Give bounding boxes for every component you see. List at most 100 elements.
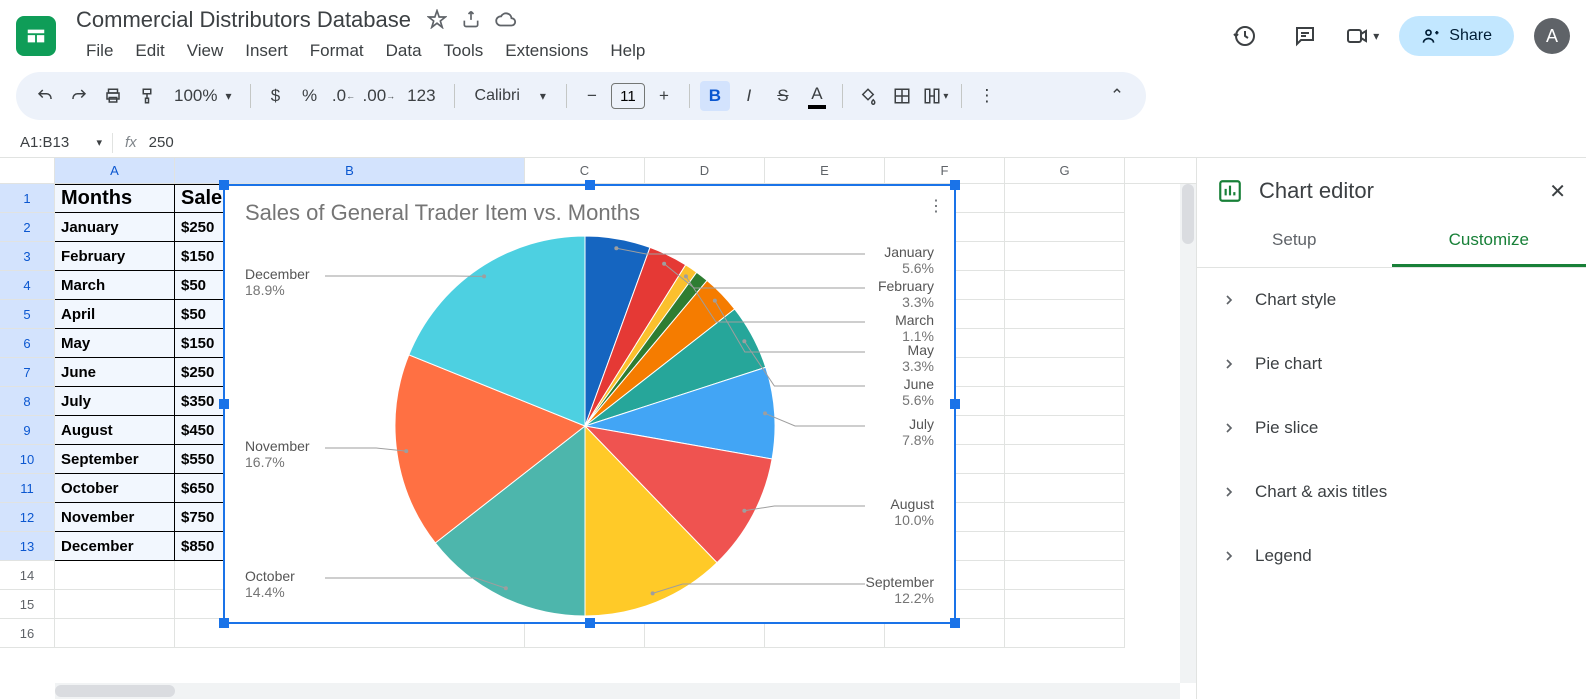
close-icon[interactable]: ✕ [1549,179,1566,204]
col-header-G[interactable]: G [1005,158,1125,183]
cell-G13[interactable] [1005,532,1125,561]
row-header-2[interactable]: 2 [0,213,55,242]
currency-button[interactable]: $ [261,81,291,111]
name-box[interactable]: A1:B13▾ [0,134,112,151]
cell-A7[interactable]: June [55,358,175,387]
doc-title[interactable]: Commercial Distributors Database [76,7,411,33]
decrease-font-button[interactable]: − [577,81,607,111]
row-header-6[interactable]: 6 [0,329,55,358]
cell-A5[interactable]: April [55,300,175,329]
row-header-4[interactable]: 4 [0,271,55,300]
cell-A16[interactable] [55,619,175,648]
menu-data[interactable]: Data [376,37,432,65]
row-header-5[interactable]: 5 [0,300,55,329]
vertical-scrollbar[interactable] [1180,184,1196,683]
more-button[interactable]: ⋮ [972,81,1002,111]
tab-customize[interactable]: Customize [1392,216,1586,267]
cell-A8[interactable]: July [55,387,175,416]
cell-G12[interactable] [1005,503,1125,532]
collapse-toolbar-button[interactable]: ⌃ [1102,81,1132,111]
cell-G6[interactable] [1005,329,1125,358]
col-header-D[interactable]: D [645,158,765,183]
menu-view[interactable]: View [177,37,234,65]
cell-G15[interactable] [1005,590,1125,619]
more-formats-button[interactable]: 123 [399,81,443,111]
fill-color-button[interactable] [853,81,883,111]
row-header-12[interactable]: 12 [0,503,55,532]
menu-extensions[interactable]: Extensions [495,37,598,65]
cell-A11[interactable]: October [55,474,175,503]
cell-G7[interactable] [1005,358,1125,387]
section-legend[interactable]: Legend [1197,524,1586,588]
cell-A9[interactable]: August [55,416,175,445]
cell-G5[interactable] [1005,300,1125,329]
cell-G8[interactable] [1005,387,1125,416]
cell-G9[interactable] [1005,416,1125,445]
zoom-select[interactable]: 100% ▾ [166,81,240,111]
cell-G2[interactable] [1005,213,1125,242]
row-header-1[interactable]: 1 [0,184,55,213]
tab-setup[interactable]: Setup [1197,216,1392,267]
increase-font-button[interactable]: + [649,81,679,111]
menu-help[interactable]: Help [600,37,655,65]
cell-A3[interactable]: February [55,242,175,271]
menu-file[interactable]: File [76,37,123,65]
print-button[interactable] [98,81,128,111]
cell-A13[interactable]: December [55,532,175,561]
cell-A10[interactable]: September [55,445,175,474]
row-header-15[interactable]: 15 [0,590,55,619]
spreadsheet-grid[interactable]: ABCDEFG 1MonthsSales of General Trader I… [0,158,1196,699]
cell-G4[interactable] [1005,271,1125,300]
col-header-E[interactable]: E [765,158,885,183]
menu-tools[interactable]: Tools [434,37,494,65]
col-header-F[interactable]: F [885,158,1005,183]
italic-button[interactable]: I [734,81,764,111]
cell-G11[interactable] [1005,474,1125,503]
strike-button[interactable]: S [768,81,798,111]
cell-G16[interactable] [1005,619,1125,648]
decrease-decimal-button[interactable]: .0← [329,81,359,111]
font-select[interactable]: Calibri▾ [465,87,556,105]
bold-button[interactable]: B [700,81,730,111]
account-avatar[interactable]: A [1534,18,1570,54]
col-header-A[interactable]: A [55,158,175,183]
font-size-input[interactable] [611,83,645,109]
cell-A15[interactable] [55,590,175,619]
chart-object[interactable]: Sales of General Trader Item vs. Months … [223,184,956,624]
row-header-3[interactable]: 3 [0,242,55,271]
cell-A2[interactable]: January [55,213,175,242]
cell-A6[interactable]: May [55,329,175,358]
row-header-7[interactable]: 7 [0,358,55,387]
section-chart-axis-titles[interactable]: Chart & axis titles [1197,460,1586,524]
row-header-10[interactable]: 10 [0,445,55,474]
cell-A14[interactable] [55,561,175,590]
cell-G1[interactable] [1005,184,1125,213]
redo-button[interactable] [64,81,94,111]
merge-button[interactable]: ▾ [921,81,951,111]
cell-A1[interactable]: Months [55,184,175,213]
cell-G10[interactable] [1005,445,1125,474]
menu-format[interactable]: Format [300,37,374,65]
undo-button[interactable] [30,81,60,111]
star-icon[interactable] [427,9,447,31]
cell-G3[interactable] [1005,242,1125,271]
menu-edit[interactable]: Edit [125,37,174,65]
increase-decimal-button[interactable]: .00→ [363,81,396,111]
history-icon[interactable] [1225,16,1265,56]
section-chart-style[interactable]: Chart style [1197,268,1586,332]
row-header-16[interactable]: 16 [0,619,55,648]
cell-A4[interactable]: March [55,271,175,300]
percent-button[interactable]: % [295,81,325,111]
cell-G14[interactable] [1005,561,1125,590]
cell-A12[interactable]: November [55,503,175,532]
formula-input[interactable]: 250 [149,134,1586,151]
paint-format-button[interactable] [132,81,162,111]
row-header-14[interactable]: 14 [0,561,55,590]
row-header-9[interactable]: 9 [0,416,55,445]
row-header-8[interactable]: 8 [0,387,55,416]
text-color-button[interactable]: A [802,81,832,111]
row-header-13[interactable]: 13 [0,532,55,561]
borders-button[interactable] [887,81,917,111]
row-header-11[interactable]: 11 [0,474,55,503]
share-button[interactable]: Share [1399,16,1514,56]
